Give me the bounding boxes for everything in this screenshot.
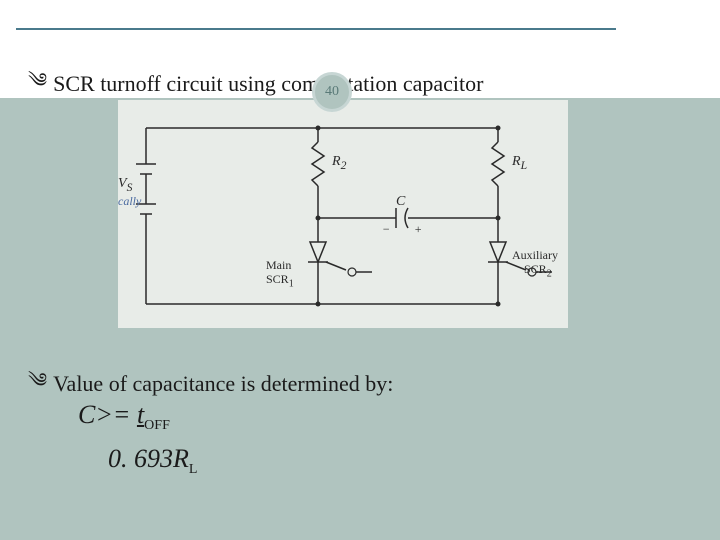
vs-label: VS bbox=[118, 176, 132, 194]
aux-scr-label: SCR2 bbox=[524, 262, 552, 279]
c-minus: − bbox=[382, 222, 390, 237]
formula-rsub: L bbox=[189, 462, 198, 477]
aux-label: Auxiliary bbox=[512, 248, 558, 263]
bullet-icon-2: ༄ bbox=[28, 358, 47, 414]
page-number-badge: 40 bbox=[312, 72, 352, 112]
body-text: Value of capacitance is determined by: bbox=[53, 371, 393, 396]
circuit-diagram: VS cally R2 RL C − + Main SCR1 Auxiliary… bbox=[118, 100, 568, 328]
header-rule bbox=[16, 28, 616, 30]
formula-den: 0. 693 bbox=[108, 444, 173, 473]
page-number: 40 bbox=[325, 84, 339, 100]
main-label: Main bbox=[266, 258, 291, 273]
bullet-icon: ༄ bbox=[28, 58, 47, 114]
formula-tsub: OFF bbox=[144, 418, 170, 433]
c-plus: + bbox=[414, 222, 422, 237]
c-label: C bbox=[396, 194, 405, 210]
formula-lhs: C>= bbox=[78, 400, 137, 429]
vs-note: cally bbox=[118, 194, 141, 209]
r2-label: R2 bbox=[332, 154, 346, 172]
header-band: ༄SCR turnoff circuit using commutation c… bbox=[0, 0, 720, 98]
formula-line1: C>= tOFF bbox=[78, 400, 170, 434]
slide-container: Anode Gate Cathode ༄SCR turnoff circuit … bbox=[0, 0, 720, 540]
rl-label: RL bbox=[512, 154, 527, 172]
title-text: SCR turnoff circuit using commutation ca… bbox=[53, 71, 483, 96]
main-scr-label: SCR1 bbox=[266, 272, 294, 289]
formula-line2: 0. 693RL bbox=[108, 444, 197, 478]
circuit-svg bbox=[118, 100, 568, 328]
formula-r: R bbox=[173, 444, 189, 473]
